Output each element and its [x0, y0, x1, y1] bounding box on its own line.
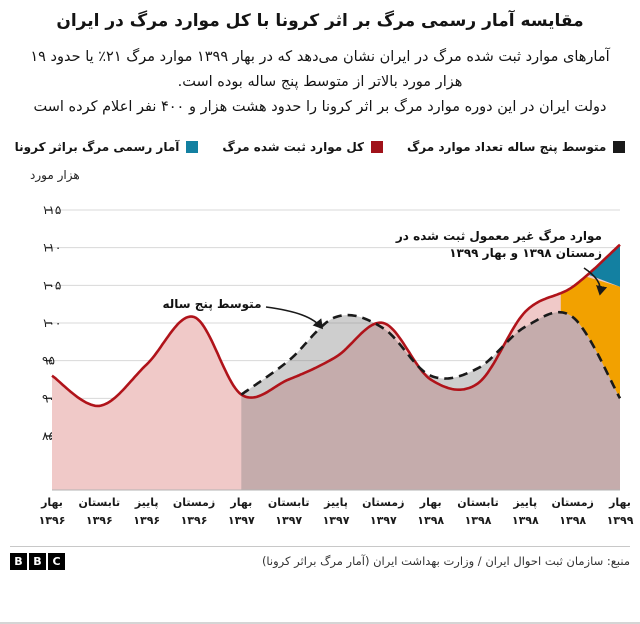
page-title: مقایسه آمار رسمی مرگ بر اثر کرونا با کل … — [56, 11, 584, 31]
svg-text:بهار: بهار — [40, 496, 63, 509]
annotation-five-year-average: متوسط پنج ساله — [162, 296, 262, 311]
footer: منبع: سازمان ثبت احوال ایران / وزارت بهد… — [10, 545, 630, 570]
svg-text:۱۳۹۷: ۱۳۹۷ — [228, 514, 255, 527]
svg-text:تابستان: تابستان — [79, 496, 121, 509]
legend-item-total-deaths: کل موارد ثبت شده مرگ — [222, 139, 384, 154]
legend-label: متوسط پنج ساله تعداد موارد مرگ — [407, 139, 607, 154]
svg-text:۱۰۰: ۱۰۰ — [42, 316, 61, 330]
svg-text:تابستان: تابستان — [268, 496, 310, 509]
legend-swatch-teal-icon — [186, 140, 199, 153]
svg-text:۹۵: ۹۵ — [42, 353, 55, 367]
svg-text:۱۳۹۶: ۱۳۹۶ — [181, 514, 208, 527]
svg-text:۱۳۹۸: ۱۳۹۸ — [417, 514, 444, 527]
svg-text:پاییز: پاییز — [323, 496, 348, 509]
annotation-unusual-deaths: موارد مرگ غیر معمول ثبت شده در زمستان ۱۳… — [356, 228, 602, 263]
annotation-unusual-line1: موارد مرگ غیر معمول ثبت شده در — [395, 228, 602, 243]
legend-label: آمار رسمی مرگ براثر کرونا — [14, 139, 180, 154]
svg-text:زمستان: زمستان — [173, 496, 215, 509]
svg-text:۱۳۹۷: ۱۳۹۷ — [370, 514, 397, 527]
chart-area: ۱۱۵ ۱۱۰ ۱۰۵ ۱۰۰ ۹۵ ۹۰ ۸۵ بهار ۱۳۹۶ تابستان ۱۳۹۶ پای… — [0, 184, 640, 536]
annotation-unusual-line2: زمستان ۱۳۹۸ و بهار ۱۳۹۹ — [449, 246, 602, 260]
legend-swatch-red-icon — [371, 140, 384, 153]
chart-svg: ۱۱۵ ۱۱۰ ۱۰۵ ۱۰۰ ۹۵ ۹۰ ۸۵ بهار ۱۳۹۶ تابستان ۱۳۹۶ پای… — [39, 203, 634, 527]
bbc-logo-letter: B — [29, 552, 46, 570]
intro-text: آمارهای موارد ثبت شده مرگ در ایران نشان … — [20, 45, 620, 120]
y-axis-title: هزار مورد — [30, 167, 80, 182]
svg-text:بهار: بهار — [419, 496, 442, 509]
svg-text:زمستان: زمستان — [362, 496, 404, 509]
svg-text:۱۳۹۸: ۱۳۹۸ — [465, 514, 492, 527]
svg-text:۱۳۹۸: ۱۳۹۸ — [512, 514, 539, 527]
svg-text:۱۳۹۹: ۱۳۹۹ — [607, 514, 634, 527]
svg-text:۱۳۹۶: ۱۳۹۶ — [133, 514, 160, 527]
svg-text:۹۰: ۹۰ — [42, 391, 55, 405]
svg-text:۱۱۰: ۱۱۰ — [42, 240, 61, 254]
legend-label: کل موارد ثبت شده مرگ — [222, 139, 365, 154]
intro-paragraph-1: آمارهای موارد ثبت شده مرگ در ایران نشان … — [30, 48, 610, 90]
legend-item-official-covid: آمار رسمی مرگ براثر کرونا — [15, 140, 199, 154]
chart-legend: متوسط پنج ساله تعداد موارد مرگ کل موارد … — [0, 140, 640, 154]
bbc-logo-letter: C — [48, 552, 65, 570]
legend-item-five-year-average: متوسط پنج ساله تعداد موارد مرگ — [407, 139, 626, 154]
svg-text:۱۳۹۷: ۱۳۹۷ — [275, 514, 302, 527]
svg-text:۱۳۹۶: ۱۳۹۶ — [86, 514, 113, 527]
intro-paragraph-2: دولت ایران در این دوره موارد مرگ بر اثر … — [33, 98, 607, 115]
svg-text:تابستان: تابستان — [457, 496, 499, 509]
svg-text:۱۰۵: ۱۰۵ — [42, 278, 61, 292]
svg-text:زمستان: زمستان — [552, 496, 594, 509]
svg-text:۸۵: ۸۵ — [42, 429, 55, 443]
svg-text:بهار: بهار — [608, 496, 631, 509]
svg-text:۱۳۹۸: ۱۳۹۸ — [559, 514, 586, 527]
svg-text:۱۳۹۷: ۱۳۹۷ — [323, 514, 350, 527]
source-note: منبع: سازمان ثبت احوال ایران / وزارت بهد… — [261, 554, 630, 569]
bbc-logo-letter: B — [10, 552, 27, 570]
bbc-logo: B B C — [10, 552, 65, 570]
svg-text:پاییز: پاییز — [512, 496, 537, 509]
svg-text:بهار: بهار — [229, 496, 252, 509]
svg-text:۱۱۵: ۱۱۵ — [42, 203, 61, 217]
svg-text:پاییز: پاییز — [134, 496, 159, 509]
svg-text:۱۳۹۶: ۱۳۹۶ — [39, 514, 66, 527]
legend-swatch-black-icon — [613, 140, 626, 153]
